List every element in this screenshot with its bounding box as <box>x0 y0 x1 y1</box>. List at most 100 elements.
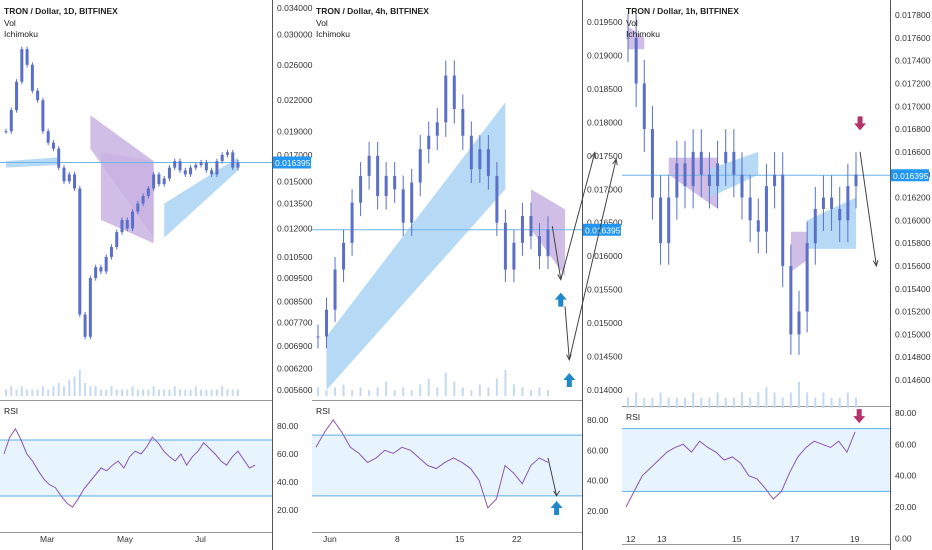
candle-body <box>503 222 507 270</box>
volume-bar <box>226 389 229 396</box>
y-tick-label: 0.019000 <box>277 126 313 136</box>
y-tick-label: 0.016000 <box>587 251 623 261</box>
candle-body <box>225 152 229 155</box>
candle-body <box>88 278 92 337</box>
candle-body <box>821 197 825 209</box>
volume-bar <box>215 389 218 396</box>
rsi-band <box>312 435 582 496</box>
candle-body <box>732 151 736 175</box>
candle-body <box>724 151 728 164</box>
y-tick-label: 0.012000 <box>277 224 313 234</box>
candle-body <box>650 129 654 198</box>
candle-body <box>683 163 687 187</box>
candle-body <box>512 242 516 270</box>
y-tick-label: 0.017600 <box>895 33 931 43</box>
rsi-line <box>315 419 549 509</box>
indicator-label: Vol <box>4 18 16 28</box>
candle-body <box>333 269 337 310</box>
candle-body <box>162 178 166 185</box>
y-tick-label: 0.017000 <box>277 150 313 160</box>
volume-bar <box>210 389 213 396</box>
candle-body <box>486 149 490 176</box>
volume-bar <box>410 390 413 396</box>
volume-bar <box>478 384 481 396</box>
rsi-y-tick-label: 0.00 <box>895 533 912 543</box>
candle-body <box>220 154 224 162</box>
candle-body <box>189 167 193 175</box>
volume-bar <box>504 370 507 396</box>
volume-bar <box>368 390 371 396</box>
candle-body <box>642 83 646 130</box>
y-tick-label: 0.006200 <box>277 363 313 373</box>
candle-body <box>376 155 380 196</box>
rsi-band <box>0 440 272 496</box>
y-tick-label: 0.017000 <box>587 184 623 194</box>
volume-bar <box>692 392 695 408</box>
volume-bar <box>157 389 160 396</box>
candle-body <box>427 135 431 150</box>
x-tick-label: 12 <box>626 534 636 544</box>
rsi-trend-arrow <box>547 457 558 496</box>
y-tick-label: 0.034000 <box>277 3 313 13</box>
x-tick-label: 22 <box>512 534 522 544</box>
candle-body <box>109 247 113 257</box>
candle-body <box>529 216 533 237</box>
rsi-title: RSI <box>4 406 18 416</box>
candle-body <box>325 309 329 337</box>
volume-bar <box>63 386 65 396</box>
trend-arrow <box>551 225 562 280</box>
volume-bar <box>444 372 447 396</box>
candle-body <box>478 149 482 170</box>
candle-body <box>838 208 842 221</box>
candle-body <box>46 131 50 143</box>
volume-bar <box>231 389 234 396</box>
volume-bar <box>52 386 55 396</box>
candle-body <box>410 182 414 223</box>
candle-body <box>25 49 29 65</box>
volume-bar <box>487 387 490 396</box>
candle-body <box>62 167 66 182</box>
candle-body <box>157 174 161 185</box>
down-arrow-icon <box>853 409 866 424</box>
rsi-line <box>625 431 856 508</box>
volume-bar <box>781 397 784 408</box>
volume-bar <box>136 389 139 396</box>
y-tick-label: 0.005600 <box>277 385 313 395</box>
candle-body <box>125 219 129 229</box>
x-tick-label: May <box>117 534 134 544</box>
candle-body <box>756 220 760 232</box>
candle-body <box>667 197 671 244</box>
ichimoku-cloud-bull <box>164 157 238 238</box>
candle-body <box>152 174 156 189</box>
volume-bar <box>99 389 102 396</box>
volume-bar <box>47 389 50 396</box>
volume-bar <box>521 387 524 396</box>
candle-body <box>452 75 456 109</box>
rsi-title: RSI <box>316 406 330 416</box>
rsi-y-tick-label: 60.00 <box>587 445 609 455</box>
candle-body <box>537 236 541 257</box>
price-tag <box>273 156 311 169</box>
candle-body <box>120 219 124 233</box>
volume-bar <box>317 387 319 396</box>
y-tick-label: 0.015000 <box>277 176 313 186</box>
volume-bar <box>765 387 768 408</box>
candle-body <box>99 267 103 272</box>
candle-body <box>67 174 71 182</box>
price-tag <box>891 169 929 182</box>
chart-title: TRON / Dollar, 4h, BITFINEX <box>316 6 429 16</box>
volume-bar <box>700 397 703 408</box>
y-tick-label: 0.008500 <box>277 297 313 307</box>
x-tick-label: 13 <box>657 534 667 544</box>
y-tick-label: 0.017500 <box>587 151 623 161</box>
y-tick-label: 0.016800 <box>895 124 931 134</box>
x-tick-label: 17 <box>790 534 800 544</box>
volume-bar <box>73 376 76 396</box>
volume-bar <box>798 382 800 408</box>
volume-bar <box>659 392 662 408</box>
trend-arrow <box>564 306 570 360</box>
indicator-label: Ichimoku <box>4 29 38 39</box>
rsi-y-tick-label: 60.00 <box>895 439 917 449</box>
candle-body <box>342 242 346 270</box>
